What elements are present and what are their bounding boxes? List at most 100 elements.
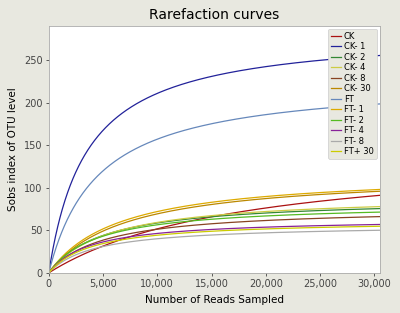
CK- 4 (46, 271, 51, 275)
FT- 1 (378, 187, 382, 191)
FT- 2 (46, 271, 51, 275)
CK- 4 (274, 209, 278, 213)
CK (192, 218, 197, 222)
Line: CK- 2: CK- 2 (49, 208, 380, 273)
FT (80, 192, 85, 195)
FT- 8 (180, 235, 185, 239)
FT+ 30 (304, 226, 309, 230)
FT (180, 129, 185, 133)
FT- 8 (310, 230, 315, 233)
X-axis label: Number of Reads Sampled: Number of Reads Sampled (145, 295, 284, 305)
CK- 1 (378, 54, 382, 57)
FT+ 30 (80, 248, 85, 252)
Y-axis label: Sobs index of OTU level: Sobs index of OTU level (8, 88, 18, 212)
Line: FT- 8: FT- 8 (49, 230, 380, 273)
FT- 4 (192, 228, 197, 232)
Line: CK- 4: CK- 4 (49, 207, 380, 273)
CK- 30 (304, 193, 309, 197)
FT (378, 102, 382, 106)
CK- 4 (378, 205, 382, 208)
FT- 4 (46, 271, 51, 275)
CK- 8 (46, 271, 51, 275)
FT- 1 (274, 194, 278, 198)
CK (310, 200, 315, 204)
CK- 4 (310, 207, 315, 211)
CK- 1 (274, 63, 278, 67)
FT (304, 108, 309, 112)
CK- 8 (80, 246, 85, 249)
FT- 1 (180, 205, 185, 208)
Line: FT: FT (49, 104, 380, 273)
CK- 30 (80, 240, 85, 244)
CK- 1 (192, 79, 197, 83)
CK (378, 193, 382, 197)
FT- 2 (310, 212, 315, 216)
FT- 1 (304, 192, 309, 195)
Line: FT- 4: FT- 4 (49, 224, 380, 273)
CK- 4 (80, 243, 85, 246)
CK- 8 (378, 215, 382, 218)
FT- 1 (192, 203, 197, 207)
FT- 2 (274, 213, 278, 217)
FT- 8 (192, 234, 197, 238)
CK- 8 (180, 224, 185, 228)
FT- 1 (46, 271, 51, 275)
FT- 4 (180, 229, 185, 233)
CK- 8 (274, 218, 278, 222)
FT- 2 (378, 210, 382, 214)
FT- 4 (378, 223, 382, 226)
CK (274, 205, 278, 208)
FT- 2 (180, 220, 185, 224)
CK- 1 (310, 59, 315, 63)
CK- 4 (180, 217, 185, 221)
FT- 8 (274, 231, 278, 234)
CK (180, 221, 185, 225)
FT (310, 107, 315, 111)
CK- 8 (192, 223, 197, 227)
CK- 30 (46, 271, 51, 275)
FT- 4 (304, 224, 309, 228)
Line: FT+ 30: FT+ 30 (49, 226, 380, 273)
FT (274, 111, 278, 115)
Line: CK- 1: CK- 1 (49, 55, 380, 273)
CK- 2 (274, 211, 278, 214)
FT- 8 (378, 228, 382, 232)
CK- 30 (192, 205, 197, 209)
CK- 2 (192, 217, 197, 220)
FT- 4 (274, 225, 278, 229)
CK- 2 (378, 207, 382, 210)
FT- 4 (80, 246, 85, 250)
FT- 2 (304, 212, 309, 216)
CK- 8 (310, 217, 315, 220)
CK- 2 (80, 242, 85, 246)
FT- 1 (80, 238, 85, 242)
CK- 2 (46, 271, 51, 275)
FT+ 30 (378, 224, 382, 228)
CK- 4 (192, 215, 197, 219)
FT- 8 (80, 250, 85, 254)
CK (80, 253, 85, 257)
CK- 1 (180, 82, 185, 86)
FT- 1 (310, 191, 315, 195)
Line: FT- 1: FT- 1 (49, 189, 380, 273)
FT+ 30 (310, 226, 315, 229)
CK- 1 (80, 157, 85, 161)
CK (304, 201, 309, 205)
FT+ 30 (46, 271, 51, 275)
Line: FT- 2: FT- 2 (49, 212, 380, 273)
FT+ 30 (192, 230, 197, 234)
CK- 2 (180, 218, 185, 222)
CK- 8 (304, 217, 309, 221)
FT- 2 (192, 219, 197, 223)
CK- 30 (378, 189, 382, 193)
CK (46, 271, 51, 275)
CK- 4 (304, 208, 309, 211)
Line: CK- 30: CK- 30 (49, 191, 380, 273)
FT+ 30 (180, 231, 185, 235)
CK- 1 (46, 271, 51, 275)
FT- 4 (310, 224, 315, 228)
CK- 30 (274, 196, 278, 200)
FT (46, 271, 51, 275)
FT+ 30 (274, 227, 278, 230)
Legend: CK, CK- 1, CK- 2, CK- 4, CK- 8, CK- 30, FT, FT- 1, FT- 2, FT- 4, FT- 8, FT+ 30: CK, CK- 1, CK- 2, CK- 4, CK- 8, CK- 30, … (328, 29, 376, 159)
